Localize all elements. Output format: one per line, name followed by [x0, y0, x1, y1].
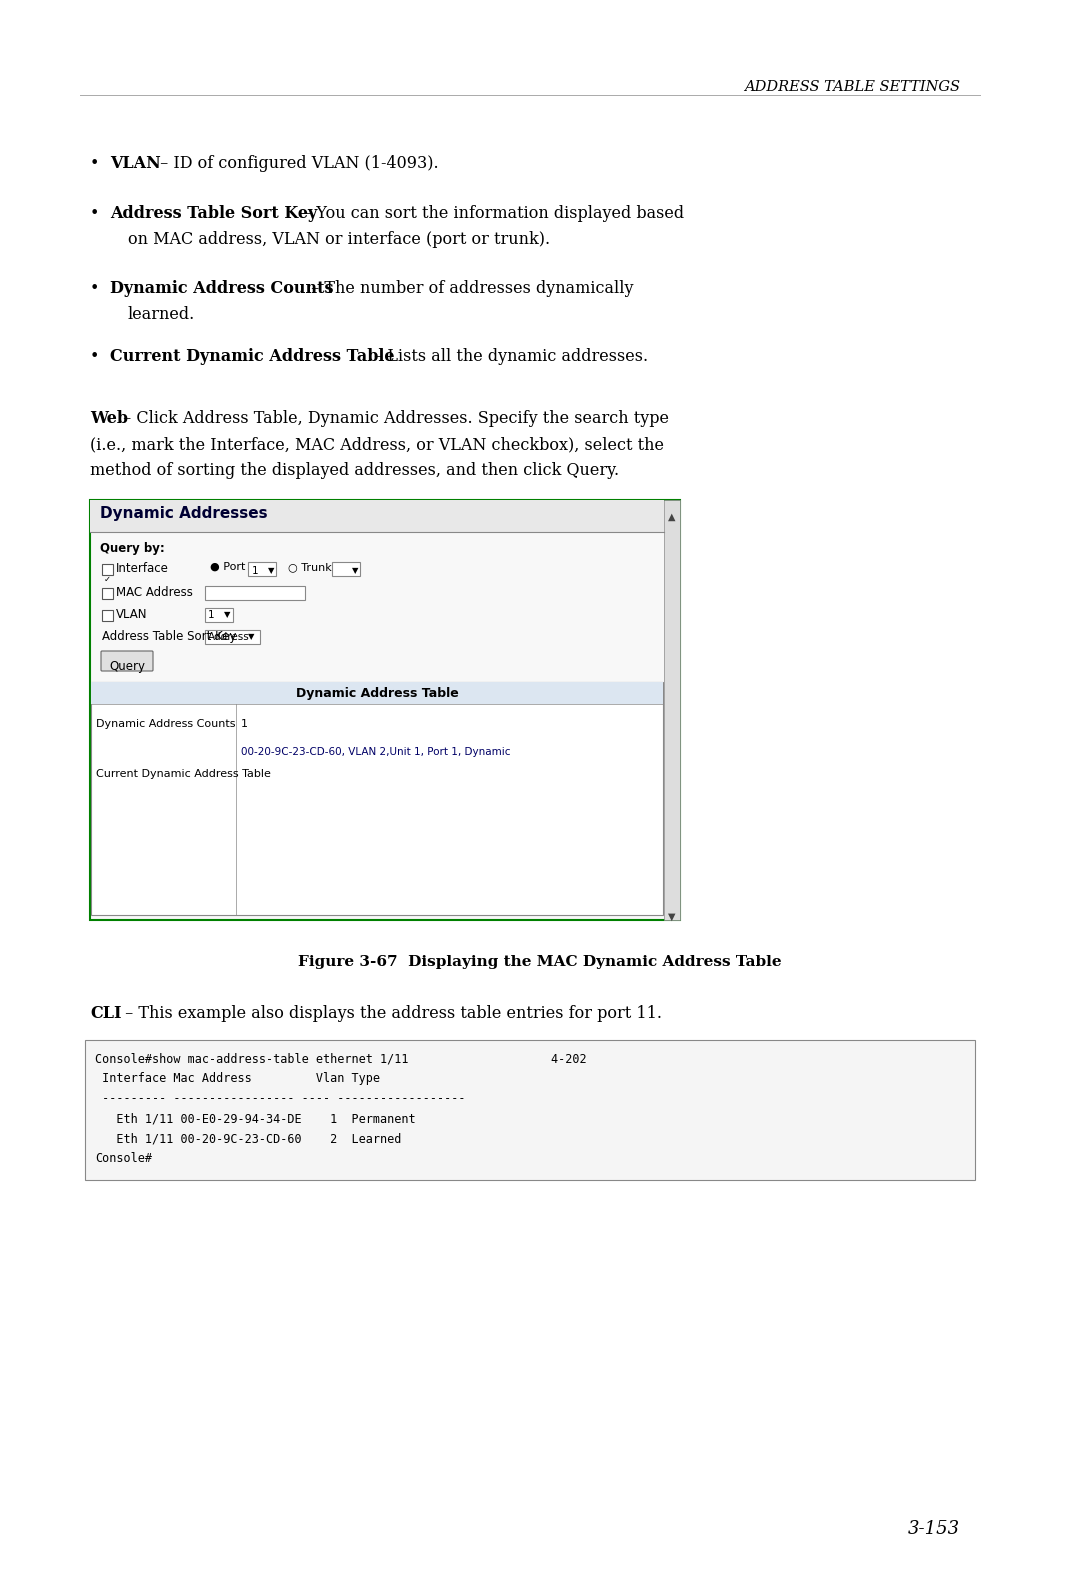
Text: Address: Address: [208, 633, 249, 642]
Text: Query by:: Query by:: [100, 542, 165, 556]
Text: learned.: learned.: [129, 306, 195, 323]
Text: ADDRESS TABLE SETTINGS: ADDRESS TABLE SETTINGS: [744, 80, 960, 94]
Text: 1: 1: [208, 611, 215, 620]
Text: method of sorting the displayed addresses, and then click Query.: method of sorting the displayed addresse…: [90, 462, 619, 479]
Text: Interface: Interface: [116, 562, 168, 575]
Text: – You can sort the information displayed based: – You can sort the information displayed…: [298, 206, 684, 221]
Bar: [102, 611, 113, 622]
Bar: [205, 586, 305, 600]
Text: VLAN: VLAN: [116, 608, 148, 622]
Text: 3-153: 3-153: [908, 1520, 960, 1539]
Text: ▼: ▼: [248, 633, 255, 641]
Text: Dynamic Addresses: Dynamic Addresses: [100, 506, 268, 521]
Text: Console#: Console#: [95, 1152, 152, 1165]
Text: – The number of addresses dynamically: – The number of addresses dynamically: [306, 279, 634, 297]
Text: Dynamic Address Counts: Dynamic Address Counts: [96, 719, 235, 728]
Bar: [205, 630, 260, 644]
Bar: [91, 681, 663, 915]
Text: Eth 1/11 00-E0-29-94-34-DE    1  Permanent: Eth 1/11 00-E0-29-94-34-DE 1 Permanent: [95, 1112, 416, 1126]
Text: 1: 1: [241, 719, 248, 728]
Text: •: •: [90, 349, 99, 364]
Bar: [90, 499, 664, 532]
Text: Web: Web: [90, 410, 129, 427]
Text: ▼: ▼: [352, 567, 359, 575]
Bar: [332, 562, 360, 576]
Bar: [90, 499, 680, 920]
Bar: [102, 589, 113, 600]
Bar: [248, 562, 276, 576]
Text: Dynamic Address Counts: Dynamic Address Counts: [110, 279, 334, 297]
Bar: [664, 499, 680, 920]
Text: ▼: ▼: [669, 912, 676, 922]
Text: ▲: ▲: [669, 512, 676, 521]
Text: •: •: [90, 155, 99, 173]
Text: Current Dynamic Address Table: Current Dynamic Address Table: [96, 769, 271, 779]
Text: ▼: ▼: [268, 567, 274, 575]
Text: (i.e., mark the Interface, MAC Address, or VLAN checkbox), select the: (i.e., mark the Interface, MAC Address, …: [90, 436, 664, 454]
Text: Console#show mac-address-table ethernet 1/11                    4-202: Console#show mac-address-table ethernet …: [95, 1052, 586, 1064]
Text: •: •: [90, 206, 99, 221]
Text: Current Dynamic Address Table: Current Dynamic Address Table: [110, 349, 394, 364]
Text: VLAN: VLAN: [110, 155, 161, 173]
Text: CLI: CLI: [90, 1005, 121, 1022]
Text: Query: Query: [109, 659, 145, 674]
Text: --------- ----------------- ---- ------------------: --------- ----------------- ---- -------…: [95, 1093, 465, 1105]
Text: – Click Address Table, Dynamic Addresses. Specify the search type: – Click Address Table, Dynamic Addresses…: [118, 410, 669, 427]
Text: 00-20-9C-23-CD-60, VLAN 2,Unit 1, Port 1, Dynamic: 00-20-9C-23-CD-60, VLAN 2,Unit 1, Port 1…: [241, 747, 511, 757]
Text: – This example also displays the address table entries for port 11.: – This example also displays the address…: [120, 1005, 662, 1022]
Text: ● Port: ● Port: [210, 562, 245, 571]
Text: Figure 3-67  Displaying the MAC Dynamic Address Table: Figure 3-67 Displaying the MAC Dynamic A…: [298, 955, 782, 969]
Text: MAC Address: MAC Address: [116, 586, 193, 600]
Text: ✓: ✓: [104, 575, 110, 584]
Text: – Lists all the dynamic addresses.: – Lists all the dynamic addresses.: [369, 349, 648, 364]
Bar: [205, 608, 233, 622]
Text: •: •: [90, 279, 99, 297]
FancyBboxPatch shape: [102, 652, 153, 670]
Bar: [85, 1039, 975, 1181]
Bar: [102, 564, 113, 575]
Text: ▼: ▼: [224, 611, 230, 619]
Text: 1: 1: [252, 567, 258, 576]
Text: Interface Mac Address         Vlan Type: Interface Mac Address Vlan Type: [95, 1072, 380, 1085]
Text: on MAC address, VLAN or interface (port or trunk).: on MAC address, VLAN or interface (port …: [129, 231, 550, 248]
Text: Dynamic Address Table: Dynamic Address Table: [296, 688, 458, 700]
Text: Eth 1/11 00-20-9C-23-CD-60    2  Learned: Eth 1/11 00-20-9C-23-CD-60 2 Learned: [95, 1132, 402, 1145]
Text: – ID of configured VLAN (1-4093).: – ID of configured VLAN (1-4093).: [156, 155, 438, 173]
Text: Address Table Sort Key: Address Table Sort Key: [102, 630, 237, 644]
Text: ○ Trunk: ○ Trunk: [288, 562, 332, 571]
Text: Address Table Sort Key: Address Table Sort Key: [110, 206, 318, 221]
Bar: [91, 681, 663, 703]
